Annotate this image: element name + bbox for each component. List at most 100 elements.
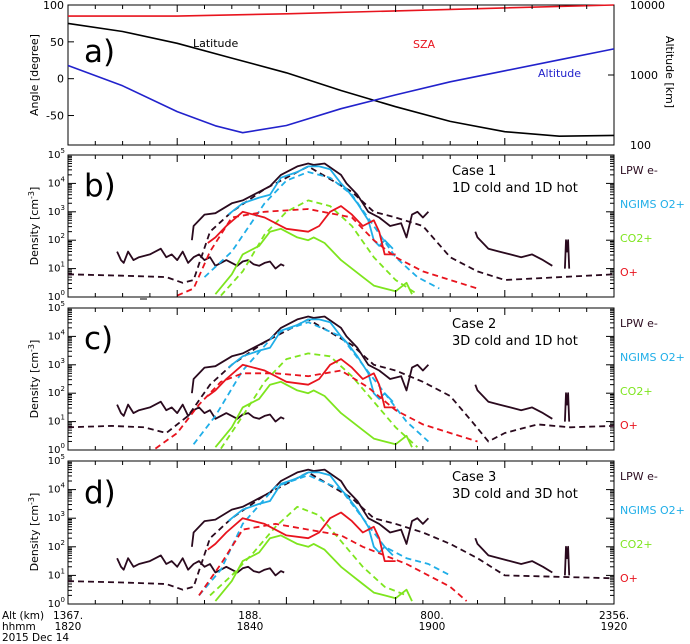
time-axis-row-labels: Alt (km) hhmm 2015 Dec 14	[2, 611, 69, 644]
panel-a-frame	[67, 4, 615, 146]
panel-a-ytick-label: 50	[50, 36, 64, 49]
time-tick-0: 1367. 1820	[43, 611, 93, 633]
panel-c: c) Case 2 3D cold and 1D hot Density [cm…	[27, 300, 685, 456]
series-lpw-e-obs	[116, 247, 285, 270]
panel-b-legend-ngims: NGIMS O2+	[620, 198, 685, 211]
panel-c-legend-oplus: O+	[620, 419, 638, 432]
series-ngims-o2-model	[198, 474, 451, 596]
panel-d-legend-ngims: NGIMS O2+	[620, 504, 685, 517]
series-co2-model	[209, 505, 407, 597]
panel-c-ytick-label: 102	[48, 385, 65, 399]
series-ngims-o2	[227, 165, 394, 250]
panel-c-lines	[67, 315, 615, 450]
series-altitude	[67, 48, 615, 134]
panel-a-y2tick-label: 10000	[630, 0, 665, 12]
annotation-altitude: Altitude	[538, 67, 581, 80]
series-sza	[68, 4, 615, 17]
series-co2-model	[220, 199, 418, 297]
panel-b-legend-lpw: LPW e-	[620, 164, 658, 177]
tick-alt: 1367.	[52, 610, 84, 622]
panel-b-ytick-label: 104	[48, 175, 66, 189]
panel-b-legend-oplus: O+	[620, 266, 638, 279]
annotation-sza: SZA	[413, 38, 436, 51]
tick-alt: 188.	[238, 610, 262, 622]
panel-b-ylabel: Density [cm-3]	[27, 187, 42, 266]
panel-a-label: a)	[84, 34, 115, 70]
date-label: 2015 Dec 14	[2, 632, 70, 644]
panel-d-ylabel: Density [cm-3]	[27, 493, 42, 572]
panel-b-ytick-label: 101	[48, 261, 65, 275]
panel-b-ytick-label: 105	[48, 147, 65, 161]
panel-a-y2tick-label: 1000	[630, 69, 658, 82]
series-lpw-e-obs-2	[191, 162, 430, 241]
panel-d-legend-lpw: LPW e-	[620, 470, 658, 483]
panel-b-ytick-label: 103	[48, 204, 65, 218]
series-lpw-e-spikes	[564, 239, 571, 269]
series-lpw-e-obs-tail	[474, 384, 553, 420]
annotation-latitude: Latitude	[193, 37, 239, 50]
panel-a-lines	[67, 4, 615, 137]
time-tick-3: 2356. 1920	[589, 611, 639, 633]
panel-a-ylabel-right: Altitude [km]	[663, 36, 676, 108]
panel-a-left-ticks: -50 0 50 100	[43, 0, 74, 123]
panel-c-case-title: Case 2	[452, 317, 496, 332]
series-ngims-o2	[227, 471, 394, 557]
panel-c-case-subtitle: 3D cold and 1D hot	[452, 334, 578, 349]
panel-a-y2tick-label: 100	[630, 139, 651, 152]
panel-c-ytick-label: 101	[48, 414, 65, 428]
panel-d-ytick-label: 100	[48, 596, 65, 610]
panel-c-legend-co2: CO2+	[620, 385, 653, 398]
time-tick-2: 800. 1900	[407, 611, 457, 633]
series-o-model	[198, 523, 468, 602]
panel-b-lines	[67, 162, 615, 297]
panel-b: b) Case 1 1D cold and 1D hot Density [cm…	[27, 147, 685, 303]
x-tick-marks	[67, 5, 615, 604]
panel-c-label: c)	[84, 321, 113, 357]
alt-row-label: Alt (km)	[2, 610, 45, 622]
panel-d-lines	[67, 468, 615, 602]
series-ngims-o2-model	[192, 321, 430, 445]
panel-c-ylabel: Density [cm-3]	[27, 340, 42, 419]
panel-c-legend-ngims: NGIMS O2+	[620, 351, 685, 364]
series-o	[207, 205, 396, 256]
panel-c-legend-lpw: LPW e-	[620, 317, 658, 330]
series-co2	[214, 380, 413, 448]
panel-a-ytick-label: 0	[57, 73, 64, 86]
tick-time: 1900	[418, 621, 446, 633]
panel-a-right-ticks: 100 1000 10000	[608, 0, 665, 152]
panel-a-ytick-label: 100	[43, 0, 64, 12]
panel-b-legend-co2: CO2+	[620, 232, 653, 245]
panel-d: d) Case 3 3D cold and 3D hot Density [cm…	[27, 453, 685, 610]
series-lpw-e-obs	[116, 400, 285, 423]
panel-d-case-title: Case 3	[452, 470, 496, 485]
panel-c-ytick-label: 104	[48, 328, 66, 342]
tick-alt: 800.	[420, 610, 444, 622]
panel-b-case-title: Case 1	[452, 164, 496, 179]
panel-d-label: d)	[84, 475, 116, 511]
series-co2	[214, 534, 413, 602]
panel-a-ytick-label: -50	[46, 110, 64, 123]
tick-time: 1920	[600, 621, 628, 633]
series-latitude	[67, 22, 615, 137]
series-lpw-e-obs-2	[191, 468, 430, 547]
panel-d-ytick-label: 102	[48, 539, 65, 553]
series-lpw-e-model	[67, 318, 615, 443]
panel-c-ytick-label: 103	[48, 357, 65, 371]
tick-alt: 2356.	[598, 610, 630, 622]
panel-d-legend-oplus: O+	[620, 572, 638, 585]
series-lpw-e-spikes	[564, 545, 571, 576]
panel-c-ytick-label: 105	[48, 300, 65, 314]
series-o-model	[176, 208, 478, 297]
series-o	[207, 511, 396, 562]
series-lpw-e-obs	[116, 554, 285, 577]
panel-a: a) Angle [degree] Altitude [km] -50 0 50 10…	[28, 0, 676, 152]
series-ngims-o2	[227, 318, 394, 403]
panel-d-legend-co2: CO2+	[620, 538, 653, 551]
tick-time: 1820	[54, 621, 82, 633]
panel-d-case-subtitle: 3D cold and 3D hot	[452, 487, 578, 502]
panel-d-ytick-label: 104	[48, 482, 66, 496]
panel-b-case-subtitle: 1D cold and 1D hot	[452, 181, 578, 196]
panel-b-label: b)	[84, 168, 116, 204]
panel-d-ytick-label: 103	[48, 510, 65, 524]
